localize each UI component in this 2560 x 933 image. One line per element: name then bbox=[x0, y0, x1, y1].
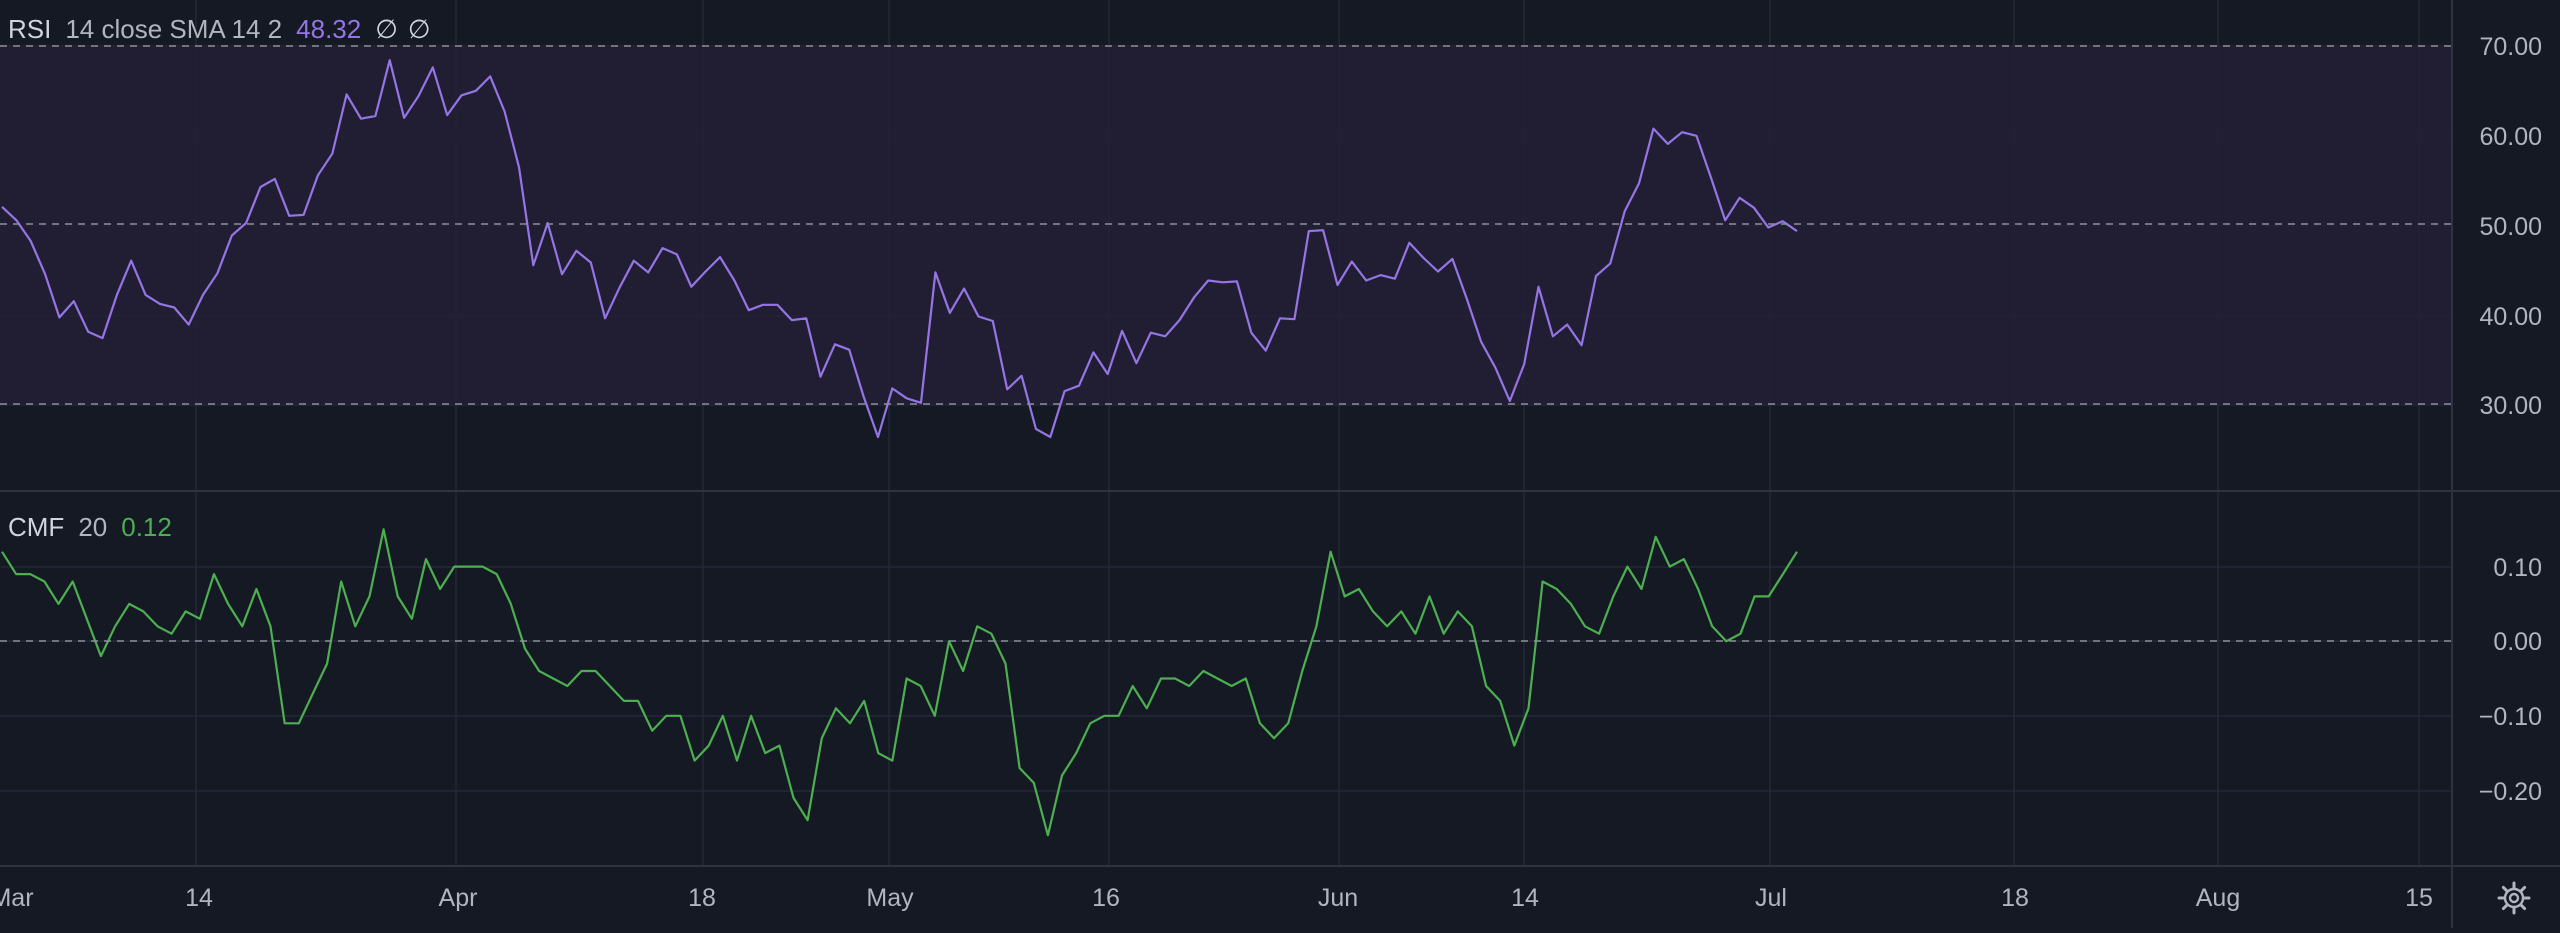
rsi-band bbox=[0, 46, 2452, 404]
rsi-y-tick-label: 70.00 bbox=[2479, 33, 2542, 61]
cmf-y-tick-label: 0.00 bbox=[2493, 628, 2542, 656]
rsi-legend-params: 14 close SMA 14 2 bbox=[65, 14, 283, 44]
cmf-legend[interactable]: CMF 20 0.12 bbox=[8, 512, 172, 543]
time-axis-label: 15 bbox=[2405, 884, 2433, 912]
chart-settings-button[interactable] bbox=[2490, 874, 2538, 922]
rsi-y-tick-label: 40.00 bbox=[2479, 303, 2542, 331]
gear-icon bbox=[2497, 881, 2531, 915]
rsi-legend[interactable]: RSI 14 close SMA 14 2 48.32 ∅ ∅ bbox=[8, 14, 431, 45]
rsi-legend-value: 48.32 bbox=[296, 14, 362, 44]
time-axis-label: Jul bbox=[1755, 884, 1787, 912]
time-axis-label: Aug bbox=[2196, 884, 2240, 912]
time-axis-label: May bbox=[866, 884, 914, 912]
time-axis-label: 16 bbox=[1092, 884, 1120, 912]
cmf-legend-name: CMF bbox=[8, 512, 65, 542]
rsi-legend-na-2: ∅ bbox=[407, 14, 431, 44]
time-axis-label: Apr bbox=[439, 884, 478, 912]
cmf-series-line[interactable] bbox=[1, 528, 1798, 837]
time-axis-label: Jun bbox=[1318, 884, 1358, 912]
time-axis-label: 18 bbox=[688, 884, 716, 912]
cmf-y-tick-label: −0.10 bbox=[2479, 703, 2542, 731]
time-axis-label: 14 bbox=[1511, 884, 1539, 912]
time-axis-label: 18 bbox=[2001, 884, 2029, 912]
time-axis-label: 14 bbox=[185, 884, 213, 912]
cmf-y-tick-label: 0.10 bbox=[2493, 554, 2542, 582]
time-axis-label: Mar bbox=[0, 884, 34, 912]
cmf-legend-params: 20 bbox=[78, 512, 108, 542]
rsi-series-line[interactable] bbox=[1, 59, 1798, 439]
cmf-y-tick-label: −0.20 bbox=[2479, 778, 2542, 806]
rsi-y-tick-label: 50.00 bbox=[2479, 213, 2542, 241]
rsi-y-tick-label: 30.00 bbox=[2479, 392, 2542, 420]
rsi-legend-name: RSI bbox=[8, 14, 52, 44]
cmf-legend-value: 0.12 bbox=[121, 512, 172, 542]
rsi-y-tick-label: 60.00 bbox=[2479, 123, 2542, 151]
rsi-legend-na-1: ∅ bbox=[375, 14, 398, 44]
